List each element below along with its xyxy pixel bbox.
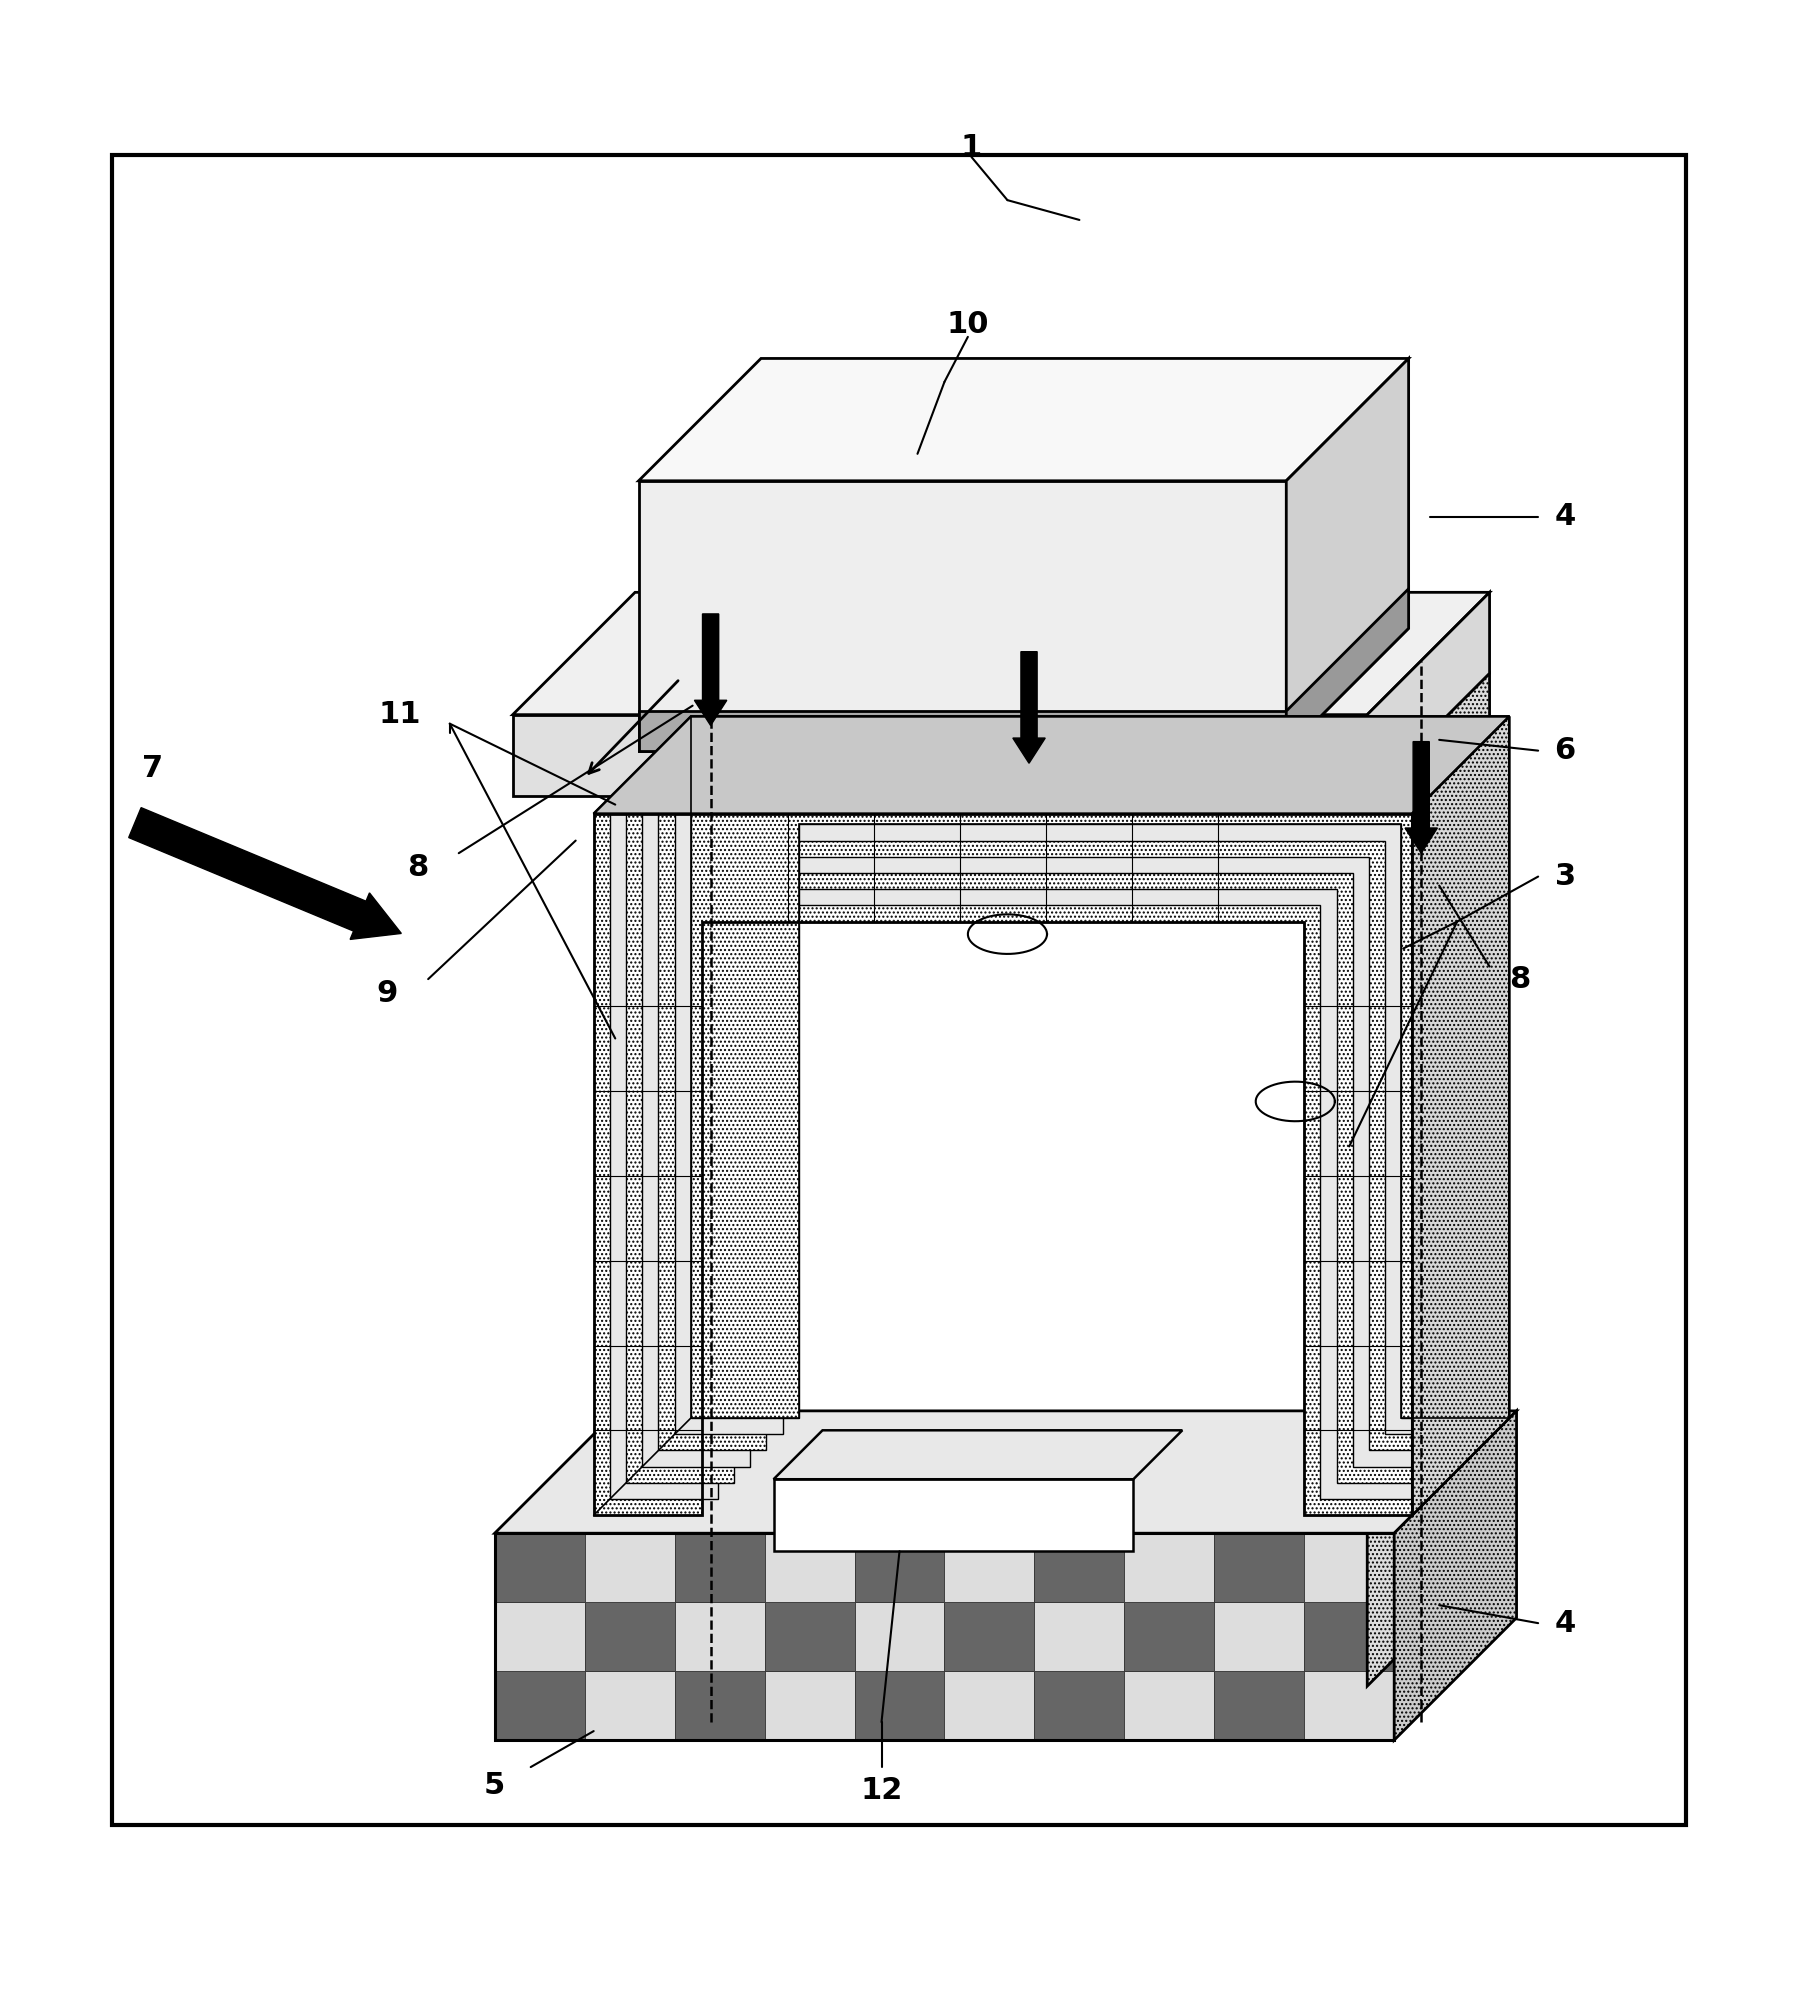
Polygon shape [1411, 716, 1509, 1516]
Polygon shape [593, 716, 1509, 814]
Polygon shape [1214, 1670, 1304, 1740]
Polygon shape [1304, 1602, 1393, 1670]
Polygon shape [1366, 674, 1489, 1686]
FancyArrow shape [694, 614, 726, 726]
FancyArrow shape [129, 808, 401, 940]
Polygon shape [638, 712, 1286, 750]
Polygon shape [764, 1670, 854, 1740]
Text: 12: 12 [859, 1776, 903, 1804]
Polygon shape [764, 1534, 854, 1602]
Text: 8: 8 [1509, 964, 1530, 994]
Polygon shape [854, 1534, 944, 1602]
Polygon shape [494, 1670, 584, 1740]
Polygon shape [944, 1670, 1034, 1740]
Polygon shape [1124, 1670, 1214, 1740]
Polygon shape [584, 1602, 674, 1670]
Polygon shape [773, 1480, 1133, 1552]
Polygon shape [1366, 591, 1489, 796]
Polygon shape [584, 1670, 674, 1740]
Polygon shape [674, 1670, 764, 1740]
Polygon shape [674, 732, 1492, 1434]
Polygon shape [1214, 1534, 1304, 1602]
Text: 7: 7 [142, 754, 164, 784]
Polygon shape [1304, 1670, 1393, 1740]
Text: 11: 11 [378, 700, 421, 730]
Polygon shape [610, 798, 1428, 1500]
Polygon shape [773, 1430, 1181, 1480]
Polygon shape [1034, 1602, 1124, 1670]
Text: 4: 4 [1553, 1608, 1575, 1638]
Polygon shape [1034, 1534, 1124, 1602]
Text: 5: 5 [484, 1770, 505, 1800]
Text: 9: 9 [376, 978, 397, 1009]
Polygon shape [494, 1412, 1516, 1534]
Polygon shape [690, 716, 1509, 1418]
Polygon shape [1304, 1534, 1393, 1602]
Polygon shape [584, 1534, 674, 1602]
Text: 3: 3 [1553, 862, 1575, 890]
Polygon shape [512, 591, 1489, 714]
Polygon shape [494, 1534, 584, 1602]
Polygon shape [674, 1534, 764, 1602]
Polygon shape [1286, 359, 1408, 750]
Text: 8: 8 [406, 852, 428, 882]
Polygon shape [944, 1602, 1034, 1670]
Polygon shape [593, 814, 1411, 1516]
Polygon shape [1034, 1670, 1124, 1740]
Polygon shape [512, 714, 1366, 796]
Polygon shape [764, 1602, 854, 1670]
Text: 6: 6 [1553, 736, 1575, 766]
Polygon shape [1286, 589, 1408, 750]
Text: 1: 1 [960, 134, 982, 162]
Polygon shape [674, 1602, 764, 1670]
Text: 10: 10 [946, 311, 989, 339]
Polygon shape [638, 481, 1286, 750]
FancyArrow shape [1012, 652, 1045, 764]
Polygon shape [854, 1602, 944, 1670]
Polygon shape [1393, 1412, 1516, 1740]
Polygon shape [626, 782, 1444, 1484]
Polygon shape [1124, 1602, 1214, 1670]
FancyArrow shape [1404, 742, 1437, 854]
Polygon shape [854, 1670, 944, 1740]
Polygon shape [1124, 1534, 1214, 1602]
Polygon shape [944, 1534, 1034, 1602]
Polygon shape [1214, 1602, 1304, 1670]
Polygon shape [638, 359, 1408, 481]
Text: 4: 4 [1553, 503, 1575, 531]
Polygon shape [658, 748, 1476, 1450]
Polygon shape [642, 766, 1460, 1466]
Polygon shape [494, 1602, 584, 1670]
Bar [111, 154, 1685, 1825]
